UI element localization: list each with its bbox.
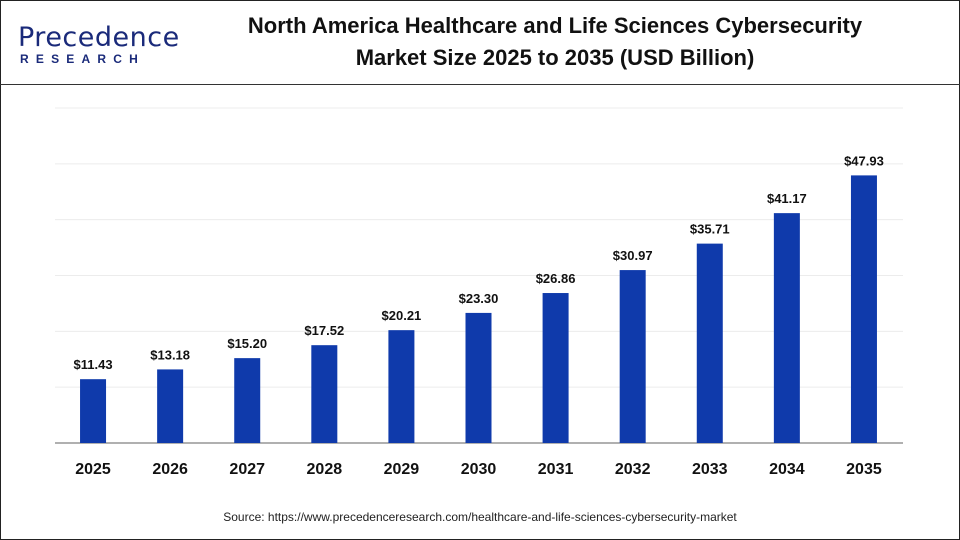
bar-2035 xyxy=(850,175,877,443)
logo-text: Precedence xyxy=(18,22,180,53)
data-label-2029: $20.21 xyxy=(382,308,422,323)
x-tick-label-2025: 2025 xyxy=(75,461,111,478)
data-label-2033: $35.71 xyxy=(690,222,730,237)
bar-2032 xyxy=(619,270,646,443)
x-tick-label-2027: 2027 xyxy=(229,461,265,478)
data-label-2034: $41.17 xyxy=(767,191,807,206)
title-line-1: North America Healthcare and Life Scienc… xyxy=(247,13,863,38)
x-tick-label-2026: 2026 xyxy=(152,461,188,478)
data-label-2028: $17.52 xyxy=(304,323,344,338)
data-label-2032: $30.97 xyxy=(613,248,653,263)
x-tick-label-2033: 2033 xyxy=(692,461,728,478)
data-label-2031: $26.86 xyxy=(536,271,576,286)
bar-2031 xyxy=(542,293,569,443)
bar-2030 xyxy=(465,312,492,443)
bar-2028 xyxy=(311,345,338,443)
title-line-2: Market Size 2025 to 2035 (USD Billion) xyxy=(355,45,755,70)
data-label-2035: $47.93 xyxy=(844,153,884,168)
bar-2033 xyxy=(696,243,723,443)
data-label-2026: $13.18 xyxy=(150,347,190,362)
bar-2034 xyxy=(773,213,800,443)
logo-subtext: RESEARCH xyxy=(20,52,145,66)
x-tick-label-2034: 2034 xyxy=(769,461,805,478)
data-label-2027: $15.20 xyxy=(227,336,267,351)
bar-2026 xyxy=(157,369,184,443)
header: Precedence RESEARCH North America Health… xyxy=(0,0,960,85)
bar-2025 xyxy=(80,379,107,443)
chart-title: North America Healthcare and Life Scienc… xyxy=(200,10,910,74)
x-tick-label-2035: 2035 xyxy=(846,461,882,478)
bar-2029 xyxy=(388,330,415,443)
x-tick-label-2030: 2030 xyxy=(461,461,497,478)
data-label-2025: $11.43 xyxy=(74,357,113,372)
x-tick-label-2031: 2031 xyxy=(538,461,574,478)
x-tick-label-2029: 2029 xyxy=(384,461,420,478)
x-tick-label-2032: 2032 xyxy=(615,461,651,478)
data-label-2030: $23.30 xyxy=(459,291,499,306)
x-tick-label-2028: 2028 xyxy=(307,461,343,478)
bar-2027 xyxy=(234,358,261,443)
source-text: Source: https://www.precedenceresearch.c… xyxy=(223,510,737,524)
precedence-research-logo: Precedence RESEARCH xyxy=(18,22,179,66)
